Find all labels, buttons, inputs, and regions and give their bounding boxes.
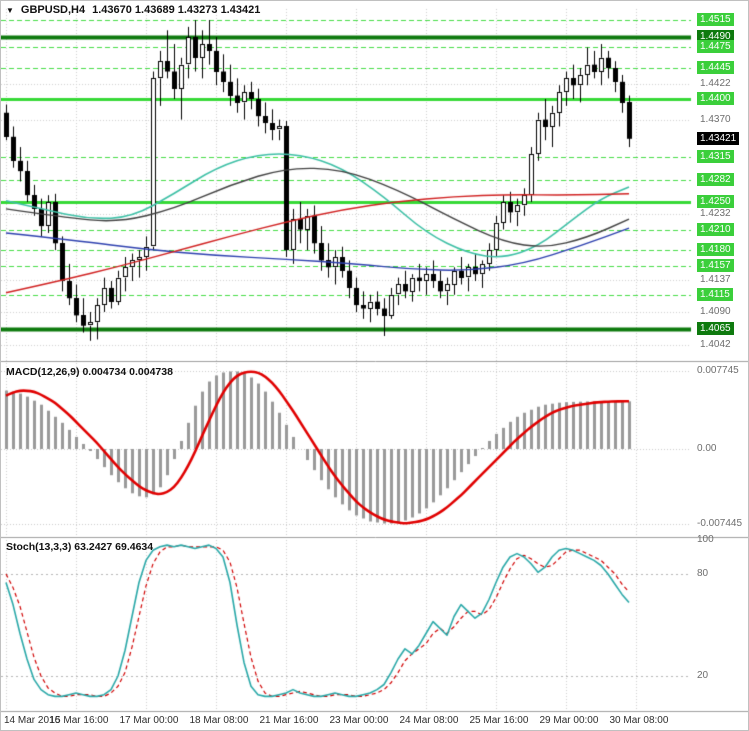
time-label: 14 Mar 2016 (4, 715, 61, 726)
macd-axis-label: 0.00 (697, 443, 717, 454)
time-label: 15 Mar 16:00 (49, 715, 109, 726)
price-label: 1.4422 (700, 78, 731, 89)
stoch-indicator-label: Stoch(13,3,3) 63.2427 69.4634 (6, 541, 154, 553)
stoch-axis-label: 100 (697, 534, 714, 545)
price-label: 1.4157 (697, 259, 734, 272)
price-label: 1.4137 (700, 274, 731, 285)
price-label: 1.4090 (700, 306, 731, 317)
price-label: 1.4370 (700, 114, 731, 125)
symbol-timeframe-label: GBPUSD,H4 (20, 4, 86, 16)
price-label: 1.4065 (697, 322, 734, 335)
time-label: 24 Mar 08:00 (399, 715, 459, 726)
time-label: 17 Mar 00:00 (119, 715, 179, 726)
time-label: 21 Mar 16:00 (259, 715, 319, 726)
time-label: 30 Mar 08:00 (609, 715, 669, 726)
chart-title: ▼ GBPUSD,H4 1.43670 1.43689 1.43273 1.43… (6, 4, 260, 16)
price-label: 1.4400 (697, 92, 734, 105)
ohlc-values: 1.43670 1.43689 1.43273 1.43421 (92, 4, 261, 16)
stoch-axis-label: 80 (697, 568, 709, 579)
price-label: 1.4515 (697, 13, 734, 26)
time-label: 18 Mar 08:00 (189, 715, 249, 726)
price-label: 1.4042 (700, 339, 731, 350)
time-label: 23 Mar 00:00 (329, 715, 389, 726)
chart-menu-arrow-icon[interactable]: ▼ (6, 5, 14, 15)
price-label: 1.4315 (697, 150, 734, 163)
price-label: 1.4180 (697, 243, 734, 256)
current-price-label: 1.43421 (697, 132, 740, 145)
macd-indicator-label: MACD(12,26,9) 0.004734 0.004738 (6, 366, 173, 378)
price-label: 1.4115 (697, 288, 733, 301)
price-label: 1.4282 (697, 173, 734, 186)
price-label: 1.4475 (697, 40, 734, 53)
time-label: 29 Mar 00:00 (539, 715, 599, 726)
price-label: 1.4210 (697, 223, 734, 236)
macd-axis-label: -0.007445 (697, 518, 743, 529)
price-label: 1.4232 (700, 208, 731, 219)
price-label: 1.4490 (697, 30, 734, 43)
macd-axis-label: 0.007745 (697, 365, 739, 376)
time-label: 25 Mar 16:00 (469, 715, 529, 726)
price-label: 1.4445 (697, 61, 734, 74)
price-label: 1.4250 (697, 195, 734, 208)
stoch-axis-label: 20 (697, 670, 709, 681)
